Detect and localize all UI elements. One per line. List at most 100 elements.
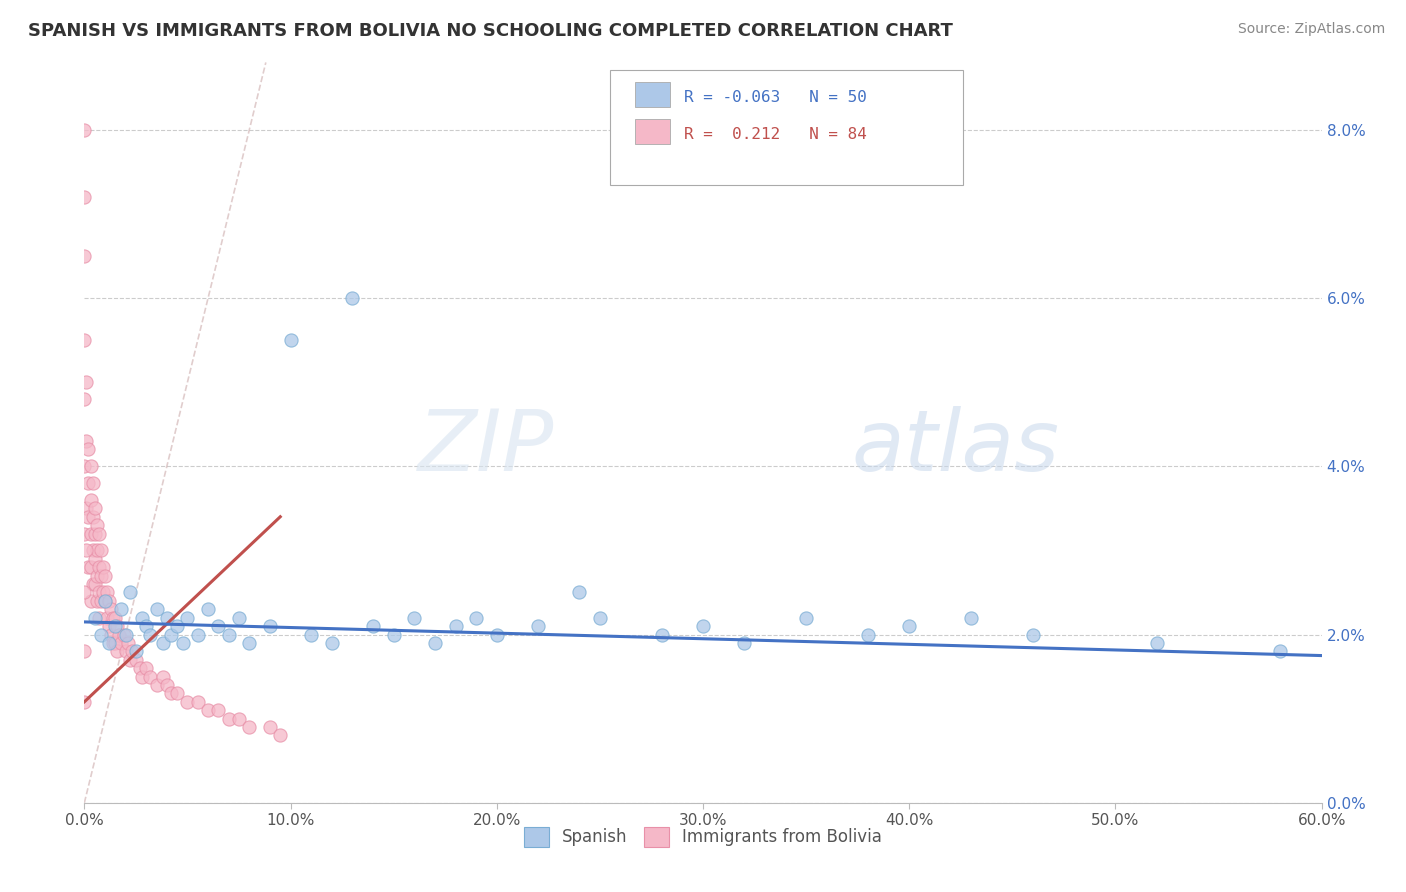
Point [299, 627, 322, 641]
Point [83, 610, 105, 624]
Point [82, 509, 104, 524]
FancyBboxPatch shape [636, 82, 669, 107]
Point [73, 644, 96, 658]
Point [118, 653, 141, 667]
Point [79, 459, 101, 474]
Point [110, 602, 132, 616]
Point [794, 610, 817, 624]
Point [100, 602, 122, 616]
Point [86, 568, 108, 582]
Point [90, 627, 112, 641]
Point [131, 610, 153, 624]
Point [259, 720, 281, 734]
Point [79, 594, 101, 608]
Point [160, 627, 183, 641]
Point [898, 619, 921, 633]
Point [86, 518, 108, 533]
Point [83, 551, 105, 566]
Point [145, 678, 167, 692]
Point [104, 636, 127, 650]
Point [361, 619, 384, 633]
Point [129, 661, 152, 675]
Point [87, 560, 110, 574]
Point [259, 619, 281, 633]
Point [238, 720, 260, 734]
Point [114, 627, 136, 641]
Point [176, 695, 198, 709]
Point [856, 627, 879, 641]
Legend: Spanish, Immigrants from Bolivia: Spanish, Immigrants from Bolivia [517, 820, 889, 854]
Point [94, 594, 117, 608]
Point [83, 577, 105, 591]
Point [87, 585, 110, 599]
FancyBboxPatch shape [636, 119, 669, 144]
Point [121, 644, 143, 658]
FancyBboxPatch shape [610, 70, 963, 185]
Point [94, 568, 117, 582]
Point [139, 627, 162, 641]
Point [87, 610, 110, 624]
Point [651, 627, 673, 641]
Point [98, 636, 121, 650]
Point [73, 526, 96, 541]
Point [82, 543, 104, 558]
Point [73, 190, 96, 204]
Point [90, 543, 112, 558]
Point [135, 661, 157, 675]
Point [104, 619, 127, 633]
Point [118, 585, 141, 599]
Point [83, 501, 105, 516]
Point [77, 509, 100, 524]
Point [105, 619, 128, 633]
Point [228, 610, 250, 624]
Point [733, 636, 755, 650]
Point [98, 594, 121, 608]
Point [228, 712, 250, 726]
Point [110, 636, 132, 650]
Point [131, 670, 153, 684]
Point [156, 610, 179, 624]
Point [172, 636, 194, 650]
Point [77, 560, 100, 574]
Point [280, 333, 302, 347]
Point [187, 627, 209, 641]
Point [568, 585, 591, 599]
Point [77, 476, 100, 491]
Point [117, 636, 139, 650]
Point [1022, 627, 1045, 641]
Point [86, 543, 108, 558]
Point [96, 585, 118, 599]
Point [91, 585, 114, 599]
Point [444, 619, 467, 633]
Point [73, 249, 96, 263]
Point [105, 644, 128, 658]
Point [692, 619, 714, 633]
Point [145, 602, 167, 616]
Point [197, 703, 219, 717]
Point [156, 678, 179, 692]
Point [404, 610, 426, 624]
Point [152, 670, 174, 684]
Point [139, 670, 162, 684]
Point [160, 686, 183, 700]
Point [125, 653, 148, 667]
Point [485, 627, 508, 641]
Point [77, 442, 100, 457]
Point [218, 627, 240, 641]
Point [125, 644, 148, 658]
Point [90, 568, 112, 582]
Text: ZIP: ZIP [418, 406, 554, 489]
Point [207, 703, 229, 717]
Point [465, 610, 488, 624]
Point [960, 610, 983, 624]
Point [423, 636, 446, 650]
Point [166, 619, 188, 633]
Point [321, 636, 343, 650]
Point [79, 492, 101, 507]
Point [108, 627, 131, 641]
Point [176, 610, 198, 624]
Point [114, 644, 136, 658]
Point [87, 526, 110, 541]
Point [103, 610, 125, 624]
Point [73, 333, 96, 347]
